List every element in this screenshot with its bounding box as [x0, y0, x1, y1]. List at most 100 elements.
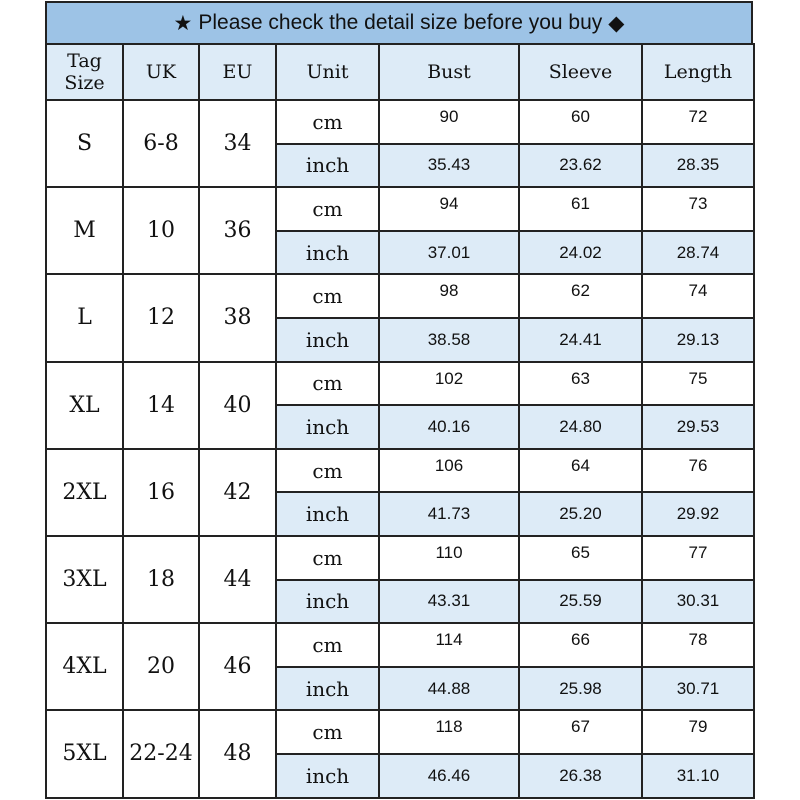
- eu-size-cell: 42: [198, 447, 277, 537]
- tag-size-cell: 4XL: [45, 622, 124, 712]
- sleeve-cm-cell: 61: [518, 186, 643, 232]
- bust-inch-cell: 44.88: [378, 665, 520, 712]
- table-row-inch: inch 43.31 25.59 30.31: [46, 578, 755, 625]
- header-length: Length: [641, 43, 755, 101]
- bust-inch-cell: 37.01: [378, 229, 520, 276]
- unit-cell-cm: cm: [275, 709, 380, 755]
- header-row: Tag Size UK EU Unit Bust Sleeve Length: [45, 43, 755, 101]
- sleeve-cm-cell: 64: [518, 447, 643, 494]
- sleeve-inch-cell: 24.80: [518, 404, 643, 450]
- length-inch-cell: 31.10: [641, 752, 755, 799]
- length-cm-cell: 73: [641, 186, 755, 232]
- bust-cm-cell: 106: [378, 447, 520, 494]
- unit-cell-cm: cm: [275, 360, 380, 407]
- uk-size-cell: 18: [122, 534, 200, 625]
- unit-cell-inch: inch: [275, 404, 380, 450]
- table-row-cm: L 12 38 cm 98 62 74: [45, 273, 755, 363]
- table-row-inch: inch 35.43 23.62 28.35: [46, 142, 755, 189]
- length-inch-cell: 29.92: [641, 491, 755, 537]
- eu-size-cell: 34: [198, 98, 277, 189]
- eu-size-cell: 44: [198, 534, 277, 625]
- table-row-cm: 2XL 16 42 cm 106 64 76: [45, 447, 755, 537]
- length-inch-cell: 28.74: [641, 229, 755, 276]
- bust-cm-cell: 90: [378, 99, 520, 145]
- header-uk: UK: [122, 43, 200, 101]
- uk-size-cell: 6-8: [122, 98, 200, 189]
- tag-size-cell: L: [45, 273, 124, 363]
- uk-size-cell: 10: [122, 186, 200, 276]
- unit-cell-cm: cm: [275, 99, 380, 145]
- eu-size-cell: 38: [198, 273, 277, 363]
- unit-cell-cm: cm: [275, 534, 380, 581]
- uk-size-cell: 22-24: [122, 709, 200, 799]
- table-row-inch: inch 37.01 24.02 28.74: [46, 229, 755, 276]
- unit-cell-inch: inch: [275, 491, 380, 537]
- notice-text: Please check the detail size before you …: [198, 11, 603, 34]
- unit-cell-cm: cm: [275, 186, 380, 232]
- bust-cm-cell: 102: [378, 360, 520, 407]
- table-row-cm: XL 14 40 cm 102 63 75: [45, 360, 755, 450]
- tag-size-cell: 5XL: [45, 709, 124, 799]
- sleeve-cm-cell: 67: [518, 709, 643, 755]
- length-cm-cell: 76: [641, 447, 755, 494]
- unit-cell-inch: inch: [275, 752, 380, 799]
- bust-cm-cell: 94: [378, 186, 520, 232]
- unit-cell-inch: inch: [275, 578, 380, 625]
- length-cm-cell: 75: [641, 360, 755, 407]
- diamond-icon: ◆: [608, 11, 625, 35]
- eu-size-cell: 46: [198, 622, 277, 712]
- header-tag-size: Tag Size: [45, 43, 124, 101]
- bust-cm-cell: 118: [378, 709, 520, 755]
- bust-inch-cell: 35.43: [378, 142, 520, 189]
- sleeve-cm-cell: 60: [518, 99, 643, 145]
- size-chart-table: Tag Size UK EU Unit Bust Sleeve Length S…: [45, 43, 755, 799]
- bust-inch-cell: 46.46: [378, 752, 520, 799]
- sleeve-cm-cell: 65: [518, 534, 643, 581]
- tag-size-cell: S: [45, 98, 124, 189]
- sleeve-inch-cell: 26.38: [518, 752, 643, 799]
- header-unit: Unit: [275, 43, 380, 101]
- bust-inch-cell: 40.16: [378, 404, 520, 450]
- table-row-inch: inch 40.16 24.80 29.53: [46, 404, 755, 450]
- table-row-cm: 4XL 20 46 cm 114 66 78: [45, 622, 755, 712]
- bust-cm-cell: 98: [378, 273, 520, 319]
- bust-inch-cell: 38.58: [378, 316, 520, 363]
- tag-size-cell: 2XL: [45, 447, 124, 537]
- table-row-cm: M 10 36 cm 94 61 73: [45, 186, 755, 276]
- unit-cell-cm: cm: [275, 447, 380, 494]
- length-cm-cell: 79: [641, 709, 755, 755]
- eu-size-cell: 48: [198, 709, 277, 799]
- sleeve-cm-cell: 62: [518, 273, 643, 319]
- tag-size-cell: XL: [45, 360, 124, 450]
- sleeve-cm-cell: 66: [518, 622, 643, 668]
- length-inch-cell: 29.53: [641, 404, 755, 450]
- table-row-cm: 5XL 22-24 48 cm 118 67 79: [45, 709, 755, 799]
- bust-inch-cell: 43.31: [378, 578, 520, 625]
- star-icon: ★: [173, 11, 193, 35]
- length-inch-cell: 29.13: [641, 316, 755, 363]
- table-row-inch: inch 44.88 25.98 30.71: [46, 665, 755, 712]
- uk-size-cell: 14: [122, 360, 200, 450]
- header-sleeve: Sleeve: [518, 43, 643, 101]
- sleeve-inch-cell: 24.02: [518, 229, 643, 276]
- uk-size-cell: 20: [122, 622, 200, 712]
- tag-size-cell: 3XL: [45, 534, 124, 625]
- table-row-inch: inch 41.73 25.20 29.92: [46, 491, 755, 537]
- unit-cell-inch: inch: [275, 229, 380, 276]
- size-notice-banner: ★ Please check the detail size before yo…: [45, 1, 753, 43]
- length-inch-cell: 28.35: [641, 142, 755, 189]
- length-inch-cell: 30.31: [641, 578, 755, 625]
- unit-cell-cm: cm: [275, 622, 380, 668]
- table-row-cm: S 6-8 34 cm 90 60 72: [45, 98, 755, 189]
- bust-cm-cell: 110: [378, 534, 520, 581]
- unit-cell-inch: inch: [275, 665, 380, 712]
- eu-size-cell: 40: [198, 360, 277, 450]
- length-inch-cell: 30.71: [641, 665, 755, 712]
- tag-size-cell: M: [45, 186, 124, 276]
- unit-cell-cm: cm: [275, 273, 380, 319]
- table-row-inch: inch 46.46 26.38 31.10: [46, 752, 755, 799]
- sleeve-cm-cell: 63: [518, 360, 643, 407]
- table-row-inch: inch 38.58 24.41 29.13: [46, 316, 755, 363]
- sleeve-inch-cell: 25.98: [518, 665, 643, 712]
- uk-size-cell: 12: [122, 273, 200, 363]
